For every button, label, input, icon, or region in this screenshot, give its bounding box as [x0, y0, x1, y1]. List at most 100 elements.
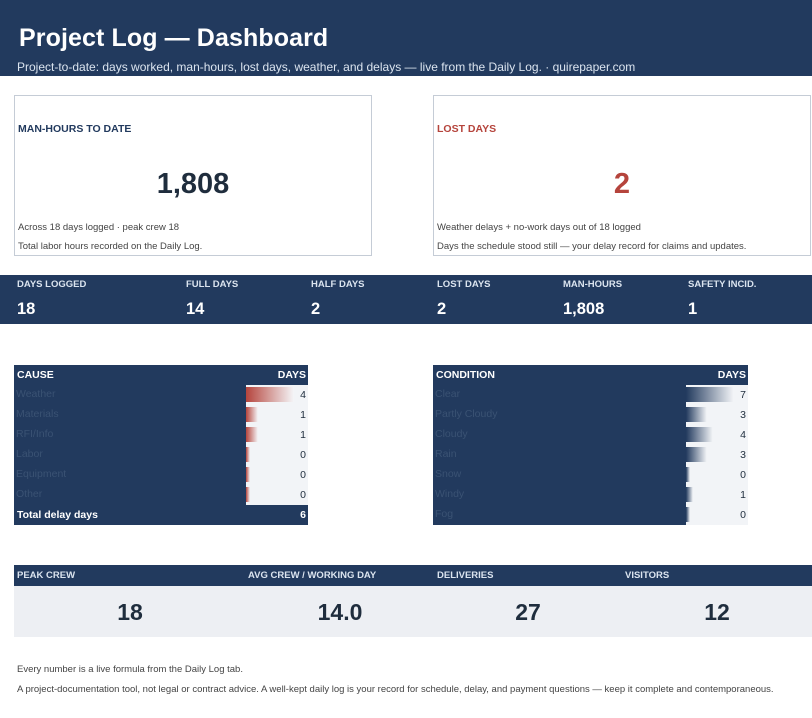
cause-row: Equipment 0	[14, 465, 308, 485]
footer-disclaimer: A project-documentation tool, not legal …	[17, 684, 774, 695]
cause-row-value: 1	[300, 429, 306, 441]
cause-bar	[246, 387, 294, 402]
cause-bar-cell: 0	[246, 445, 308, 465]
stat-value: 1	[688, 300, 698, 318]
condition-column-header: CONDITION	[436, 369, 495, 381]
condition-row-value: 0	[740, 509, 746, 521]
crew-metrics-header: PEAK CREW AVG CREW / WORKING DAY DELIVER…	[14, 565, 812, 586]
days-column-header: DAYS	[717, 369, 746, 381]
stats-bar: DAYS LOGGED 18 FULL DAYS 14 HALF DAYS 2 …	[0, 275, 812, 324]
cause-row: RFI/Info 1	[14, 425, 308, 445]
deliveries-label: DELIVERIES	[437, 570, 494, 581]
cause-row-label: Materials	[16, 408, 59, 420]
dashboard-header: Project Log — Dashboard Project-to-date:…	[0, 0, 812, 76]
crew-metrics-values: 18 14.0 27 12	[14, 586, 812, 637]
condition-row-label: Fog	[435, 508, 454, 520]
cause-row-label: Labor	[16, 448, 43, 460]
page-title: Project Log — Dashboard	[19, 24, 329, 52]
cause-row-label: Other	[16, 488, 43, 500]
peak-crew-label: PEAK CREW	[17, 570, 76, 581]
cause-row-label: Equipment	[16, 468, 67, 480]
stat-label: SAFETY INCID.	[688, 279, 757, 290]
cause-row-value: 0	[300, 489, 306, 501]
condition-row: Cloudy 4	[433, 425, 748, 445]
condition-row-value: 0	[740, 469, 746, 481]
lost-days-card: LOST DAYS 2 Weather delays + no-work day…	[433, 95, 811, 256]
condition-bar	[686, 487, 693, 502]
footer-note: Every number is a live formula from the …	[17, 664, 243, 675]
condition-bar	[686, 507, 690, 522]
cause-bar-cell: 4	[246, 385, 308, 405]
condition-row-value: 4	[740, 429, 746, 441]
cause-row: Other 0	[14, 485, 308, 505]
visitors-label: VISITORS	[625, 570, 670, 581]
deliveries-value: 27	[515, 599, 541, 625]
condition-row: Windy 1	[433, 485, 748, 505]
condition-bar-cell: 0	[686, 465, 748, 485]
condition-bar	[686, 387, 734, 402]
lost-days-card-value: 2	[613, 168, 631, 200]
cause-total-value: 6	[300, 509, 306, 521]
cause-bar-cell: 1	[246, 405, 308, 425]
condition-bar-cell: 3	[686, 445, 748, 465]
cause-column-header: CAUSE	[17, 369, 54, 381]
condition-row-value: 3	[740, 449, 746, 461]
condition-row: Snow 0	[433, 465, 748, 485]
condition-row-value: 1	[740, 489, 746, 501]
stat-label: DAYS LOGGED	[17, 279, 87, 290]
lost-days-card-description: Days the schedule stood still — your del…	[437, 241, 747, 252]
condition-row-value: 3	[740, 409, 746, 421]
cause-bar	[246, 487, 250, 502]
cause-bar	[246, 407, 258, 422]
avg-crew-label: AVG CREW / WORKING DAY	[248, 570, 377, 581]
condition-row: Partly Cloudy 3	[433, 405, 748, 425]
page-subtitle: Project-to-date: days worked, man-hours,…	[17, 60, 636, 74]
cause-row-value: 0	[300, 469, 306, 481]
condition-bar-cell: 4	[686, 425, 748, 445]
condition-row: Fog 0	[433, 505, 748, 525]
cause-table-header: CAUSE DAYS	[14, 365, 308, 385]
visitors-value: 12	[704, 599, 730, 625]
condition-row-label: Windy	[435, 488, 465, 500]
condition-row-value: 7	[740, 389, 746, 401]
condition-row-label: Snow	[435, 468, 462, 480]
cause-row-value: 4	[300, 389, 306, 401]
lost-days-card-note: Weather delays + no-work days out of 18 …	[437, 222, 641, 233]
condition-bar	[686, 467, 690, 482]
condition-bar-cell: 3	[686, 405, 748, 425]
stat-label: MAN-HOURS	[563, 279, 623, 290]
cause-bar-cell: 1	[246, 425, 308, 445]
cause-bar	[246, 467, 250, 482]
cause-bar-cell: 0	[246, 465, 308, 485]
man-hours-card: MAN-HOURS TO DATE 1,808 Across 18 days l…	[14, 95, 372, 256]
cause-total-label: Total delay days	[17, 509, 98, 521]
man-hours-card-note: Across 18 days logged · peak crew 18	[18, 222, 180, 233]
condition-row-label: Cloudy	[435, 428, 468, 440]
condition-row-label: Partly Cloudy	[435, 408, 498, 420]
cause-bar-cell: 0	[246, 485, 308, 505]
condition-bar-cell: 7	[686, 385, 748, 405]
cause-row-label: RFI/Info	[16, 428, 54, 440]
cause-total-row: Total delay days 6	[14, 505, 308, 525]
peak-crew-value: 18	[117, 599, 143, 625]
cause-row: Materials 1	[14, 405, 308, 425]
condition-bar	[686, 427, 713, 442]
condition-row-label: Rain	[435, 448, 457, 460]
stat-value: 2	[437, 300, 447, 318]
condition-bar	[686, 407, 707, 422]
stat-value: 14	[186, 300, 205, 318]
cause-row: Weather 4	[14, 385, 308, 405]
stat-value: 2	[311, 300, 321, 318]
condition-bar	[686, 447, 707, 462]
condition-row: Clear 7	[433, 385, 748, 405]
condition-table-header: CONDITION DAYS	[433, 365, 748, 385]
condition-row: Rain 3	[433, 445, 748, 465]
stat-label: HALF DAYS	[311, 279, 365, 290]
cause-bar	[246, 447, 250, 462]
man-hours-card-title: MAN-HOURS TO DATE	[18, 123, 132, 135]
lost-days-card-title: LOST DAYS	[437, 123, 497, 135]
cause-row: Labor 0	[14, 445, 308, 465]
cause-row-value: 0	[300, 449, 306, 461]
stat-value: 1,808	[563, 300, 605, 318]
condition-bar-cell: 0	[686, 505, 748, 525]
